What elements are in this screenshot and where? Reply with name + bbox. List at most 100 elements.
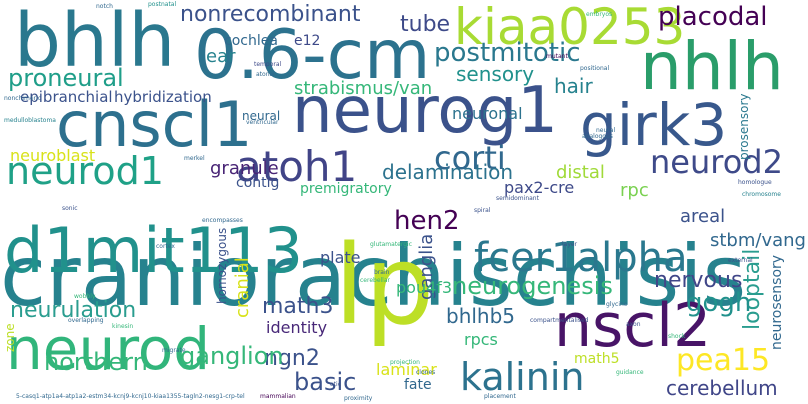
word-areal: areal <box>680 206 726 227</box>
word-cerebellum: cerebellum <box>666 376 778 400</box>
word-rpc: rpc <box>620 180 649 201</box>
word-0-6-cm: 0.6-cm <box>194 16 431 95</box>
word-distal: distal <box>556 162 605 183</box>
word-prosensory: prosensory <box>737 93 751 161</box>
word-neurog1: neurog1 <box>292 74 558 148</box>
word-neural: neural <box>242 109 281 123</box>
word-glutamatergic: glutamatergic <box>370 241 413 248</box>
word-mammalian: mammalian <box>260 393 296 400</box>
word-atonal: atonal <box>256 71 275 78</box>
word-cortex: cortex <box>156 243 175 250</box>
word-layer: layer <box>562 241 578 248</box>
word-glycine: glycine <box>606 301 628 308</box>
word-math3: math3 <box>262 294 334 319</box>
word-notch: notch <box>96 3 113 10</box>
word-homologue: homologue <box>738 179 772 186</box>
word-ngn2: ngn2 <box>264 346 320 371</box>
word-neurulation: neurulation <box>10 298 137 323</box>
word-kinesin: kinesin <box>112 323 134 330</box>
word-fate: fate <box>404 377 432 393</box>
word-semidominant: semidominant <box>496 195 539 202</box>
word-bhlhb5: bhlhb5 <box>446 304 516 328</box>
word-kiaa0253: kiaa0253 <box>454 0 686 56</box>
word-neurogenesis: neurogenesis <box>452 272 613 300</box>
word-zone: zone <box>3 323 17 352</box>
word-homozygous: homozygous <box>215 227 229 304</box>
word-wobbly: wobbly <box>74 293 96 300</box>
word-mutant: mutant <box>546 53 568 60</box>
word-premigratory: premigratory <box>300 181 392 197</box>
word-neuroblast: neuroblast <box>10 146 96 165</box>
word-chromosome: chromosome <box>742 191 781 198</box>
word-neurod1: neurod1 <box>6 149 164 193</box>
word-temporal: temporal <box>254 61 282 68</box>
word-ganglion: ganglion <box>180 342 284 370</box>
word-migrate: migrate <box>162 347 186 354</box>
word-sonic: sonic <box>62 205 78 212</box>
word-external: external <box>728 257 753 264</box>
word-fcer1alpha: fcer1alpha <box>474 235 688 281</box>
word-otic: otic <box>330 381 341 388</box>
word-proneural: proneural <box>8 64 124 92</box>
word-plate: plate <box>320 248 361 267</box>
word-hybridization: hybridization <box>114 88 212 106</box>
word-neural-small: neural <box>596 127 616 134</box>
word-math5: math5 <box>574 351 620 367</box>
word-clones: clones <box>416 369 436 376</box>
word-laminar: laminar <box>376 360 437 379</box>
word-kalinin: kalinin <box>460 355 585 399</box>
word-neurod2: neurod2 <box>650 143 783 181</box>
word-merkel: merkel <box>184 155 205 162</box>
word-spiral: spiral <box>474 207 491 214</box>
word-sensory: sensory <box>456 62 535 86</box>
word-analogous: analogous <box>582 133 613 140</box>
word-encompasses: encompasses <box>202 217 243 224</box>
word-strabismus-van: strabismus/van <box>294 78 433 99</box>
word-e12: e12 <box>294 33 321 49</box>
word-nscl2: nscl2 <box>554 291 712 361</box>
word-pea15: pea15 <box>676 343 771 378</box>
word-identity: identity <box>266 318 328 337</box>
word-brain: brain <box>374 269 390 276</box>
word-corti: corti <box>434 139 506 177</box>
word-stbm-vang: stbm/vang <box>710 230 806 251</box>
word-neurosensory: neurosensory <box>769 254 785 350</box>
word-positional: positional <box>580 65 610 72</box>
word-placodal: placodal <box>658 2 768 32</box>
word-postmitotic: postmitotic <box>434 38 581 68</box>
word-cochlea: cochlea <box>224 33 278 49</box>
word-pou4f3: pou4f3 <box>396 278 453 297</box>
word-hen2: hen2 <box>394 206 460 236</box>
word-guidance: guidance <box>616 369 644 376</box>
word-medulloblastoma: medulloblastoma <box>4 117 56 124</box>
word-contig: contig <box>236 175 280 191</box>
word-ear: ear <box>206 46 236 67</box>
word-northern: northern <box>44 348 148 376</box>
word-hair: hair <box>554 74 593 98</box>
word-atoh1: atoh1 <box>236 142 358 191</box>
word-pax2-cre: pax2-cre <box>504 178 575 197</box>
word-neurod: neurod <box>6 315 211 383</box>
word-basic: basic <box>294 368 357 396</box>
word-d1mit113: d1mit113 <box>4 214 304 287</box>
word-nervous: nervous <box>654 268 743 293</box>
word-embryos: embryos <box>586 11 613 18</box>
word-cerebellar: cerebellar <box>360 277 390 284</box>
word-bhlh: bhlh <box>14 0 176 84</box>
word-tube: tube <box>400 12 451 37</box>
word-gogh: gogh <box>686 288 752 318</box>
word-epibranchial: epibranchial <box>20 88 113 106</box>
word-rpcs: rpcs <box>464 330 498 349</box>
word-delamination: delamination <box>382 160 514 184</box>
word-postnatal: postnatal <box>148 1 177 8</box>
word-long-marker: 5-casq1-atp1a4-atp1a2-estm34-kcnj9-kcnj1… <box>16 393 245 400</box>
word-cnscl1: cnscl1 <box>56 88 253 161</box>
word-proximity: proximity <box>344 395 373 402</box>
word-craniorachischisis: craniorachischisis <box>0 227 747 325</box>
word-axon: axon <box>626 321 641 328</box>
word-nonrecombinant: nonrecombinant <box>180 2 361 27</box>
word-ventricular: ventricular <box>246 119 279 126</box>
word-lp: lp <box>334 221 435 349</box>
word-cranial: cranial <box>232 257 253 318</box>
